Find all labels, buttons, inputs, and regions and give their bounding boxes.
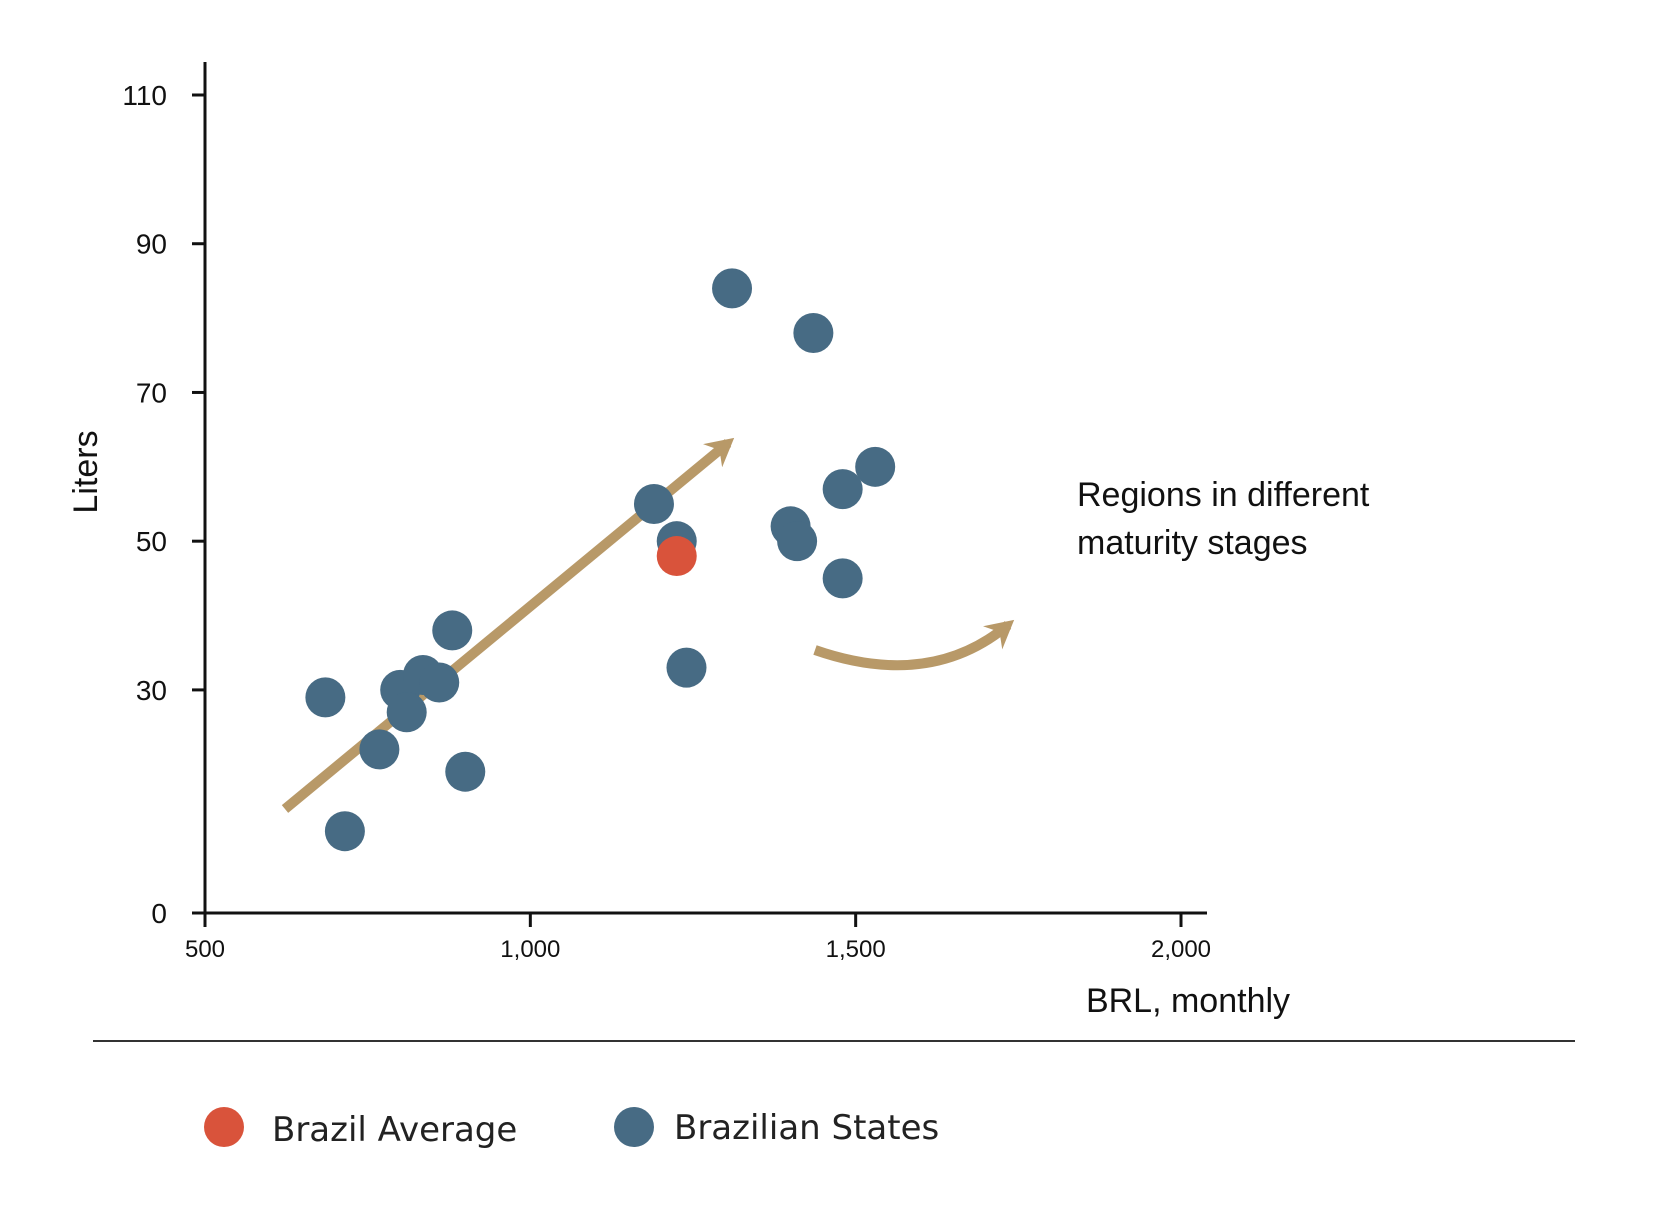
point-brazil-average bbox=[656, 536, 697, 577]
x-tick-label: 1,000 bbox=[500, 936, 560, 963]
legend-label-brazilian-states: Brazilian States bbox=[674, 1108, 939, 1148]
y-tick-label: 0 bbox=[151, 898, 167, 929]
legend: Brazil Average Brazilian States bbox=[204, 1107, 939, 1150]
point-brazilian-state bbox=[305, 677, 346, 718]
x-tick-label: 2,000 bbox=[1151, 936, 1211, 963]
legend-marker-brazil-average bbox=[204, 1107, 244, 1147]
x-axis: 500 1,000 1,500 2,000 bbox=[185, 911, 1211, 963]
point-brazilian-state bbox=[386, 692, 427, 733]
annotation-line-1: Regions in different bbox=[1077, 476, 1370, 514]
x-axis-title: BRL, monthly bbox=[1086, 982, 1290, 1020]
y-tick-label: 30 bbox=[136, 675, 167, 706]
data-points bbox=[305, 268, 896, 852]
y-tick-label: 50 bbox=[136, 526, 167, 557]
y-axis: 0 30 50 70 90 110 bbox=[122, 62, 207, 929]
point-brazilian-state bbox=[432, 610, 473, 651]
point-brazilian-state bbox=[822, 558, 863, 599]
x-tick-label: 1,500 bbox=[826, 936, 886, 963]
y-axis-title: Liters bbox=[67, 430, 105, 513]
point-brazilian-state bbox=[445, 751, 486, 792]
legend-marker-brazilian-states bbox=[614, 1107, 654, 1147]
point-brazilian-state bbox=[666, 647, 707, 688]
maturity-curved-arrow bbox=[813, 619, 1015, 671]
y-tick-label: 110 bbox=[122, 80, 167, 111]
annotation-line-2: maturity stages bbox=[1077, 524, 1308, 562]
point-brazilian-state bbox=[419, 662, 460, 703]
point-brazilian-state bbox=[633, 484, 674, 524]
point-brazilian-state bbox=[712, 268, 753, 309]
point-brazilian-state bbox=[855, 446, 896, 487]
legend-label-brazil-average: Brazil Average bbox=[272, 1110, 517, 1150]
point-brazilian-state bbox=[822, 469, 863, 510]
point-brazilian-state bbox=[359, 729, 400, 770]
point-brazilian-state bbox=[793, 312, 834, 353]
point-brazilian-state bbox=[324, 811, 365, 852]
point-brazilian-state bbox=[777, 521, 818, 562]
x-tick-label: 500 bbox=[185, 936, 225, 963]
y-tick-label: 70 bbox=[136, 377, 167, 408]
y-tick-label: 90 bbox=[136, 229, 167, 260]
